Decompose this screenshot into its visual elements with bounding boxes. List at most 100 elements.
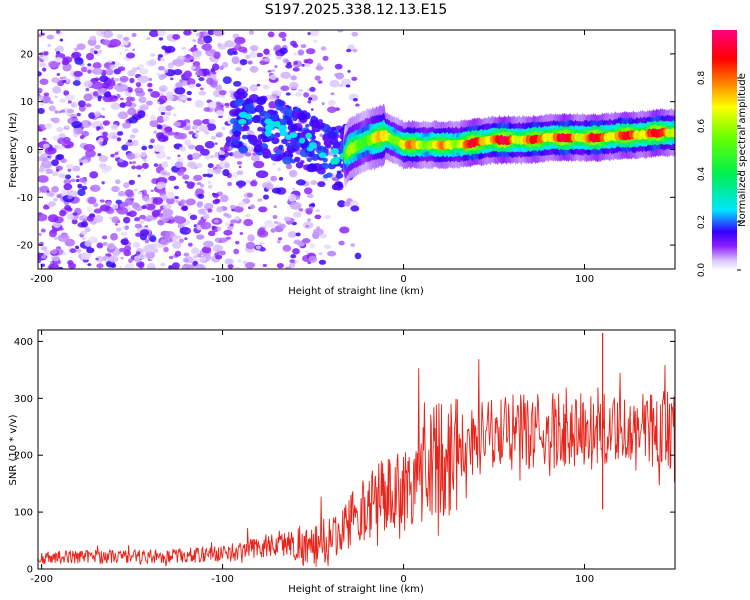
spectrogram-cell xyxy=(206,77,214,85)
spectrogram-cell xyxy=(163,52,168,56)
spectrogram-cell xyxy=(262,263,268,267)
spectrogram-cell xyxy=(293,239,302,245)
spectrogram-cell xyxy=(317,80,323,84)
spectrogram-cell xyxy=(211,63,220,71)
spectrogram-cell xyxy=(85,87,90,92)
spectrogram-cell xyxy=(337,30,344,33)
spectrogram-cell xyxy=(257,227,266,236)
spectrogram-cell xyxy=(74,76,81,82)
spectrogram-cell xyxy=(318,259,327,265)
spectrogram-cell xyxy=(163,69,169,74)
spectrogram-cell xyxy=(246,192,254,198)
spectrogram-cell xyxy=(102,131,109,137)
spectrogram-cell xyxy=(38,175,49,183)
spectrogram-cell xyxy=(199,183,205,188)
spectrogram-cell xyxy=(79,162,83,166)
spectrogram-cell xyxy=(103,91,112,98)
spectrogram-cell xyxy=(247,60,253,65)
spectrogram-cell xyxy=(52,86,62,94)
spectrogram-cell xyxy=(141,205,147,210)
spectrogram-cell xyxy=(121,122,131,129)
spectrogram-cell xyxy=(257,198,263,202)
spectrogram-cell xyxy=(295,232,301,237)
spectrogram-cell xyxy=(68,247,71,250)
bottom-x-axis-label: Height of straight line (km) xyxy=(288,584,424,595)
spectrogram-cell xyxy=(38,167,45,173)
spectrogram-cell xyxy=(108,39,122,47)
spectrogram-cell xyxy=(38,107,45,115)
spectrogram-cell xyxy=(218,90,227,96)
spectrogram-cell xyxy=(316,121,325,129)
spectrogram-cell xyxy=(134,223,143,229)
spectrogram-cell xyxy=(320,46,327,51)
spectrogram-cell xyxy=(66,213,75,220)
spectrogram-cell xyxy=(58,145,65,150)
spectrogram-cell xyxy=(157,134,169,143)
spectrogram-cell xyxy=(97,95,103,99)
spectrogram-cell xyxy=(168,175,177,181)
spectrogram-cell xyxy=(238,165,242,169)
spectrogram-cell xyxy=(117,137,121,141)
spectrogram-cell xyxy=(156,183,164,190)
spectrogram-cell xyxy=(283,216,292,222)
spectrogram-cell xyxy=(232,122,242,131)
spectrogram-cell xyxy=(148,144,154,149)
spectrogram-cell xyxy=(171,107,175,110)
spectrogram-cell xyxy=(43,92,50,97)
spectrogram-cell xyxy=(331,126,337,132)
spectrogram-cell xyxy=(168,215,174,220)
spectrogram-cell xyxy=(334,63,343,70)
spectrogram-cell xyxy=(98,163,105,169)
spectrogram-cell xyxy=(149,138,155,144)
spectrogram-cell xyxy=(322,55,329,61)
spectrogram-cell xyxy=(125,52,136,59)
spectrogram-cell xyxy=(84,240,93,247)
spectrogram-cell xyxy=(118,266,123,269)
spectrogram-cell xyxy=(86,247,95,254)
spectrogram-cell xyxy=(129,77,135,84)
spectrogram-cell xyxy=(53,198,58,202)
spectrogram-cell xyxy=(71,51,82,59)
top-y-tick-label: -10 xyxy=(17,193,33,204)
spectrogram-cell xyxy=(85,149,96,158)
spectrogram-cell xyxy=(113,95,118,99)
spectrogram-cell xyxy=(161,161,169,168)
spectrogram-cell xyxy=(207,230,216,237)
spectrogram-cell xyxy=(171,241,182,249)
spectrogram-cell xyxy=(314,214,322,220)
top-x-tick-label: -200 xyxy=(30,274,53,285)
spectrogram-cell xyxy=(184,126,191,131)
spectrogram-cell xyxy=(125,140,134,147)
spectrogram-cell xyxy=(310,180,318,185)
spectrogram-cell xyxy=(147,263,155,269)
spectrogram-cell xyxy=(157,30,166,37)
spectrogram-cell xyxy=(44,123,53,129)
spectrogram-cell xyxy=(70,178,76,183)
spectrogram-cell xyxy=(327,99,336,106)
spectrogram-cell xyxy=(197,193,205,199)
spectrogram-cell xyxy=(316,63,322,67)
spectrogram-cell xyxy=(196,181,202,186)
spectrogram-cell xyxy=(308,255,318,263)
spectrogram-cell xyxy=(225,136,232,143)
spectrogram-cell xyxy=(323,173,329,179)
spectrogram-cell xyxy=(215,110,224,117)
spectrogram-cell xyxy=(63,90,70,96)
spectrogram-cell xyxy=(103,165,112,172)
bottom-x-tick-label: -200 xyxy=(30,574,53,585)
spectrogram-cell xyxy=(235,66,242,71)
spectrogram-cell xyxy=(192,152,201,160)
spectrogram-cell xyxy=(237,259,242,263)
spectrogram-cell xyxy=(178,238,184,244)
spectrogram-cell xyxy=(352,48,358,53)
spectrogram-cell xyxy=(108,216,113,220)
spectrogram-cell xyxy=(277,237,283,241)
spectrogram-cell xyxy=(47,155,51,159)
spectrogram-cell xyxy=(235,266,240,269)
spectrogram-cell xyxy=(208,184,213,189)
spectrogram-cell xyxy=(42,205,50,210)
spectrogram-cell xyxy=(156,72,161,76)
spectrogram-cell xyxy=(181,205,188,211)
spectrogram-cell xyxy=(182,100,186,103)
